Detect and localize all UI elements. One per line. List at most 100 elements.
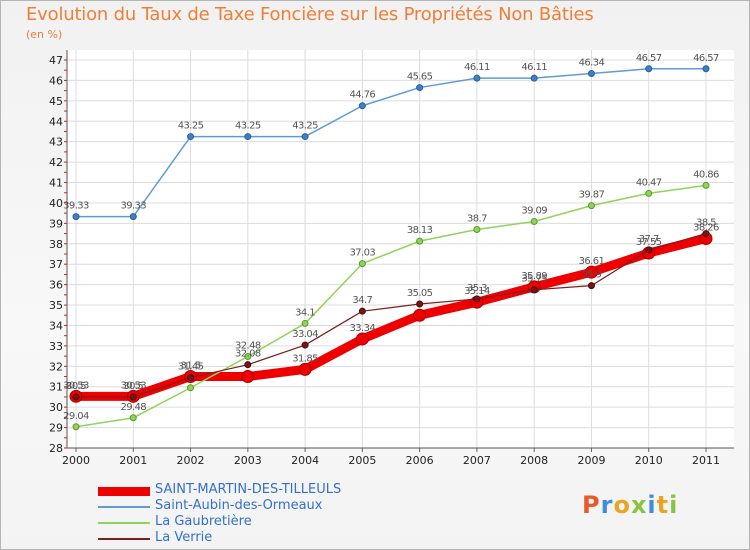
legend-label-series-4: La Verrie [155, 530, 213, 545]
x-tick-label: 2001 [119, 454, 147, 467]
data-label: 39.33 [63, 201, 89, 212]
data-label: 35.75 [521, 274, 547, 285]
series-point-1 [413, 308, 427, 322]
series-point-2 [358, 102, 366, 110]
legend-swatch-series-3 [98, 522, 150, 524]
x-tick-label: 2010 [635, 454, 663, 467]
series-point-3 [702, 181, 710, 189]
data-label: 30.5 [123, 381, 143, 392]
series-point-4 [244, 361, 252, 369]
series-point-3 [358, 260, 366, 268]
data-label: 35.89 [521, 271, 547, 282]
series-point-4 [187, 374, 195, 382]
legend-item-series-1: SAINT-MARTIN-DES-TILLEULS [98, 482, 418, 500]
series-point-3 [187, 384, 195, 392]
series-point-3 [416, 237, 424, 245]
series-point-4 [129, 393, 137, 401]
logo-letter: r [600, 491, 614, 519]
data-label: 43.25 [292, 121, 318, 132]
data-label: 30.53 [120, 380, 146, 391]
legend-swatch-series-4 [98, 538, 150, 540]
y-tick-label: 31 [49, 381, 63, 394]
data-label: 30.5 [66, 381, 86, 392]
chart-title: Evolution du Taux de Taxe Foncière sur l… [26, 4, 594, 25]
data-label: 30.53 [63, 380, 89, 391]
logo-letter: x [630, 491, 648, 519]
series-point-4 [702, 230, 710, 238]
x-tick-label: 2011 [692, 454, 720, 467]
series-point-3 [301, 319, 309, 327]
series-point-3 [645, 189, 653, 197]
y-tick-label: 36 [49, 279, 63, 292]
x-tick-label: 2008 [520, 454, 548, 467]
y-tick-label: 30 [49, 401, 63, 414]
series-point-2 [129, 213, 137, 221]
y-tick-label: 33 [49, 340, 63, 353]
logo-letter: i [647, 491, 657, 519]
series-point-3 [587, 202, 595, 210]
data-label: 46.57 [636, 53, 662, 64]
x-tick-label: 2004 [291, 454, 319, 467]
series-point-1 [241, 370, 255, 384]
series-line-4 [75, 232, 707, 398]
y-tick-label: 28 [49, 442, 63, 455]
series-point-4 [358, 307, 366, 315]
series-point-2 [702, 65, 710, 73]
series-point-2 [187, 133, 195, 141]
y-tick-label: 44 [49, 115, 63, 128]
data-label: 39.87 [579, 190, 605, 201]
data-label: 40.86 [693, 169, 719, 180]
data-label: 46.11 [464, 62, 490, 73]
data-label: 38.13 [407, 225, 433, 236]
y-tick-label: 40 [49, 197, 63, 210]
x-tick-label: 2007 [463, 454, 491, 467]
data-label: 34.7 [352, 295, 372, 306]
data-label: 29.48 [120, 402, 146, 413]
logo-letter: t [656, 491, 670, 519]
series-point-2 [530, 74, 538, 82]
series-point-1 [355, 332, 369, 346]
legend-swatch-series-1 [98, 487, 150, 496]
x-tick-label: 2000 [62, 454, 90, 467]
data-label: 45.65 [407, 72, 433, 83]
data-label: 37.03 [350, 248, 376, 259]
proxiti-logo: Proxiti [582, 491, 678, 519]
y-tick-label: 38 [49, 238, 63, 251]
series-point-2 [473, 74, 481, 82]
x-tick-label: 2006 [406, 454, 434, 467]
data-label: 46.57 [693, 53, 719, 64]
data-label: 43.25 [178, 121, 204, 132]
legend-item-series-3: La Gaubretière [98, 514, 418, 532]
y-tick-label: 47 [49, 54, 63, 67]
data-label: 46.34 [579, 57, 605, 68]
series-line-1 [71, 233, 711, 401]
y-tick-label: 46 [49, 74, 63, 87]
y-tick-label: 43 [49, 136, 63, 149]
data-label: 31.5 [181, 361, 201, 372]
data-label: 37.55 [636, 237, 662, 248]
y-tick-label: 32 [49, 360, 63, 373]
legend-label-series-2: Saint-Aubin-des-Ormeaux [155, 498, 323, 513]
series-point-4 [645, 246, 653, 254]
data-label: 46.11 [521, 62, 547, 73]
data-label: 32.08 [235, 349, 261, 360]
series-point-3 [530, 218, 538, 226]
y-tick-label: 29 [49, 422, 63, 435]
y-tick-label: 39 [49, 217, 63, 230]
y-tick-label: 35 [49, 299, 63, 312]
data-label: 39.09 [521, 206, 547, 217]
series-point-1 [298, 362, 312, 376]
series-point-3 [72, 423, 80, 431]
series-point-2 [416, 84, 424, 92]
data-label: 38.5 [696, 218, 716, 229]
x-tick-label: 2005 [348, 454, 376, 467]
y-tick-label: 41 [49, 177, 63, 190]
data-label: 35.9 [582, 270, 602, 281]
series-point-2 [301, 133, 309, 141]
data-label: 38.26 [693, 222, 719, 233]
x-tick-label: 2009 [577, 454, 605, 467]
data-label: 34.1 [295, 307, 315, 318]
series-point-4 [530, 286, 538, 294]
series-point-2 [645, 65, 653, 73]
logo-letter: i [669, 491, 679, 519]
